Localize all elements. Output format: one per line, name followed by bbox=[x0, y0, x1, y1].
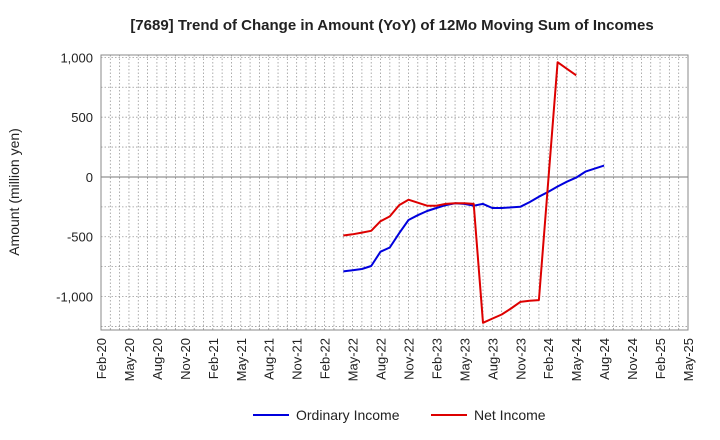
x-tick-label: Aug-20 bbox=[150, 338, 165, 380]
x-tick-label: Nov-24 bbox=[625, 338, 640, 380]
legend: Ordinary Income Net Income bbox=[253, 407, 546, 423]
chart-title: [7689] Trend of Change in Amount (YoY) o… bbox=[130, 17, 653, 34]
x-tick-label: May-25 bbox=[681, 338, 696, 381]
series-line-net-income bbox=[343, 61, 577, 324]
plot-area bbox=[100, 54, 689, 331]
y-tick-label: 1,000 bbox=[60, 50, 93, 65]
x-tick-label: Nov-20 bbox=[178, 338, 193, 380]
x-tick-label: Feb-22 bbox=[318, 338, 333, 379]
x-tick-label: May-23 bbox=[457, 338, 472, 381]
x-tick-label: Aug-22 bbox=[374, 338, 389, 380]
x-tick-label: May-21 bbox=[234, 338, 249, 381]
x-tick-label: Nov-23 bbox=[513, 338, 528, 380]
y-axis-label: Amount (million yen) bbox=[6, 128, 22, 256]
x-tick-label: Nov-21 bbox=[290, 338, 305, 380]
y-tick-label: 500 bbox=[71, 110, 93, 125]
x-tick-label: Aug-24 bbox=[597, 338, 612, 380]
y-tick-label: 0 bbox=[86, 170, 93, 185]
y-tick-label: -1,000 bbox=[56, 290, 93, 305]
x-tick-label: May-24 bbox=[569, 338, 584, 381]
x-axis: Feb-20 May-20 Aug-20 Nov-20 Feb-21 May-21 Aug-… bbox=[94, 338, 696, 381]
x-tick-label: Nov-22 bbox=[401, 338, 416, 380]
y-axis: 1,000 500 0 -500 -1,000 bbox=[56, 50, 93, 304]
x-tick-label: Feb-25 bbox=[653, 338, 668, 379]
y-tick-label: -500 bbox=[67, 230, 93, 245]
x-tick-label: Aug-21 bbox=[262, 338, 277, 380]
x-tick-label: Feb-23 bbox=[429, 338, 444, 379]
x-tick-label: May-20 bbox=[122, 338, 137, 381]
grid bbox=[100, 55, 689, 330]
series-lines bbox=[343, 61, 605, 324]
legend-label-ordinary-income: Ordinary Income bbox=[296, 407, 400, 423]
x-tick-label: Feb-20 bbox=[94, 338, 109, 379]
x-tick-label: Feb-21 bbox=[206, 338, 221, 379]
x-tick-label: May-22 bbox=[346, 338, 361, 381]
legend-label-net-income: Net Income bbox=[474, 407, 546, 423]
x-tick-label: Feb-24 bbox=[541, 338, 556, 379]
x-tick-label: Aug-23 bbox=[485, 338, 500, 380]
